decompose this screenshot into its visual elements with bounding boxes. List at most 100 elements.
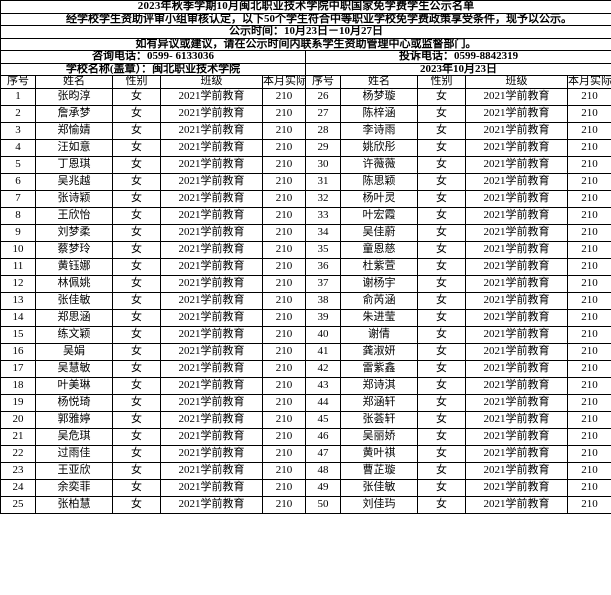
cell-sex: 女: [417, 223, 466, 242]
cell-sex: 女: [112, 87, 161, 106]
cell-name: 雷紫鑫: [340, 359, 418, 378]
cell-index: 11: [0, 257, 36, 276]
cell-index: 2: [0, 104, 36, 123]
cell-class: 2021学前教育: [160, 308, 263, 327]
cell-class: 2021学前教育: [465, 427, 568, 446]
cell-amount: 210: [262, 104, 306, 123]
consult-phone: 咨询电话：0599- 6133036: [0, 50, 306, 64]
cell-name: 吴娟: [35, 342, 113, 361]
cell-name: 杨叶灵: [340, 189, 418, 208]
cell-sex: 女: [112, 121, 161, 140]
cell-sex: 女: [417, 138, 466, 157]
cell-amount: 210: [566, 155, 611, 174]
cell-class: 2021学前教育: [465, 461, 568, 480]
cell-sex: 女: [112, 240, 161, 259]
table-row: 12 林佩姚女 2021学前教育 210 37 谢杨宇女 2021学前教育 210: [0, 274, 611, 293]
cell-sex: 女: [417, 308, 466, 327]
cell-amount: 210: [566, 427, 611, 446]
cell-class: 2021学前教育: [160, 342, 263, 361]
cell-sex: 女: [112, 359, 161, 378]
school-row: 学校名称(盖章）：闽北职业技术学院 2023年10月23日: [0, 62, 611, 77]
cell-index: 26: [305, 87, 341, 106]
cell-class: 2021学前教育: [465, 104, 568, 123]
cell-class: 2021学前教育: [465, 138, 568, 157]
cell-sex: 女: [417, 427, 466, 446]
cell-amount: 210: [262, 138, 306, 157]
cell-amount: 210: [566, 444, 611, 463]
cell-name: 余奕菲: [35, 478, 113, 497]
cell-index: 31: [305, 172, 341, 191]
cell-amount: 210: [566, 478, 611, 497]
cell-name: 姚欣彤: [340, 138, 418, 157]
cell-class: 2021学前教育: [465, 206, 568, 225]
header-sex-right: 性别: [417, 75, 466, 89]
cell-amount: 210: [262, 257, 306, 276]
cell-amount: 210: [566, 342, 611, 361]
cell-amount: 210: [566, 495, 611, 514]
cell-class: 2021学前教育: [160, 189, 263, 208]
cell-index: 12: [0, 274, 36, 293]
cell-sex: 女: [112, 257, 161, 276]
objection-notice: 如有异议或建议，请在公示时间内联系学生资助管理中心或监督部门。: [0, 37, 611, 52]
cell-sex: 女: [112, 155, 161, 174]
cell-amount: 210: [566, 410, 611, 429]
cell-sex: 女: [417, 257, 466, 276]
cell-index: 4: [0, 138, 36, 157]
cell-sex: 女: [112, 461, 161, 480]
cell-index: 21: [0, 427, 36, 446]
cell-class: 2021学前教育: [465, 155, 568, 174]
document-title: 2023年秋季学期10月闽北职业技术学院中职国家免学费学生公示名单: [0, 0, 611, 14]
cell-name: 吴慧敏: [35, 359, 113, 378]
cell-amount: 210: [566, 274, 611, 293]
complaint-phone: 投诉电话：0599-8842319: [304, 50, 611, 64]
cell-amount: 210: [566, 461, 611, 480]
header-sex-left: 性别: [112, 75, 161, 89]
publicity-period: 公示时间：10月23日－10月27日: [0, 25, 611, 39]
cell-class: 2021学前教育: [465, 308, 568, 327]
cell-sex: 女: [417, 274, 466, 293]
cell-class: 2021学前教育: [465, 444, 568, 463]
cell-class: 2021学前教育: [160, 359, 263, 378]
cell-amount: 210: [262, 478, 306, 497]
cell-index: 28: [305, 121, 341, 140]
table-row: 21 吴危琪女 2021学前教育 210 46 吴丽娇女 2021学前教育 210: [0, 427, 611, 446]
table-row: 1 张昀淳女 2021学前教育 210 26 杨梦璇女 2021学前教育 210: [0, 87, 611, 106]
cell-name: 谢倩: [340, 325, 418, 344]
cell-sex: 女: [112, 495, 161, 514]
cell-index: 20: [0, 410, 36, 429]
cell-name: 童恩慈: [340, 240, 418, 259]
cell-sex: 女: [112, 138, 161, 157]
cell-amount: 210: [566, 308, 611, 327]
cell-class: 2021学前教育: [465, 376, 568, 395]
cell-class: 2021学前教育: [160, 393, 263, 412]
cell-amount: 210: [262, 240, 306, 259]
table-row: 20 郭雅婷女 2021学前教育 210 45 张荟轩女 2021学前教育 210: [0, 410, 611, 429]
cell-index: 3: [0, 121, 36, 140]
cell-sex: 女: [417, 393, 466, 412]
cell-class: 2021学前教育: [465, 325, 568, 344]
cell-sex: 女: [417, 461, 466, 480]
cell-name: 丁恩琪: [35, 155, 113, 174]
cell-class: 2021学前教育: [465, 172, 568, 191]
cell-index: 49: [305, 478, 341, 497]
table-row: 15 练文颖女 2021学前教育 210 40 谢倩女 2021学前教育 210: [0, 325, 611, 344]
cell-index: 18: [0, 376, 36, 395]
cell-name: 杜紫萱: [340, 257, 418, 276]
cell-index: 50: [305, 495, 341, 514]
cell-index: 8: [0, 206, 36, 225]
cell-amount: 210: [566, 121, 611, 140]
objection-row: 如有异议或建议，请在公示时间内联系学生资助管理中心或监督部门。: [0, 37, 611, 52]
cell-class: 2021学前教育: [465, 393, 568, 412]
cell-amount: 210: [262, 274, 306, 293]
cell-amount: 210: [566, 325, 611, 344]
cell-index: 38: [305, 291, 341, 310]
cell-sex: 女: [112, 189, 161, 208]
table-row: 24 余奕菲女 2021学前教育 210 49 张佳敏女 2021学前教育 210: [0, 478, 611, 497]
cell-sex: 女: [112, 274, 161, 293]
cell-class: 2021学前教育: [160, 206, 263, 225]
cell-sex: 女: [112, 444, 161, 463]
cell-amount: 210: [262, 189, 306, 208]
cell-name: 郭雅婷: [35, 410, 113, 429]
cell-sex: 女: [112, 410, 161, 429]
cell-index: 25: [0, 495, 36, 514]
